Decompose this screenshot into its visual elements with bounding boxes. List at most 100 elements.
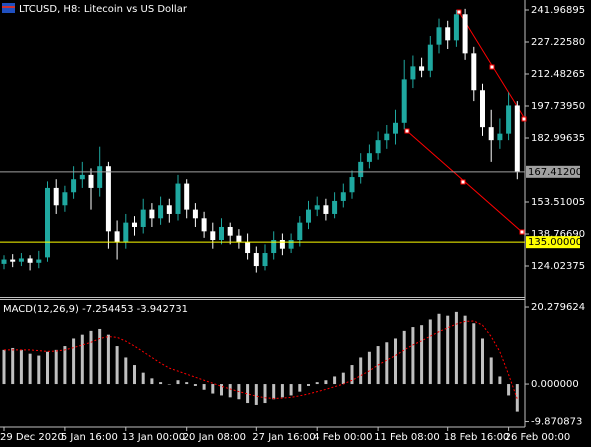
macd-bar bbox=[498, 376, 502, 385]
anchor-point bbox=[519, 229, 525, 235]
candle-body bbox=[245, 242, 251, 254]
macd-bar bbox=[28, 353, 32, 385]
candle-body bbox=[71, 179, 77, 193]
candle-body bbox=[27, 258, 33, 263]
macd-bar bbox=[141, 372, 145, 385]
macd-bar bbox=[193, 384, 197, 386]
macd-bar bbox=[350, 365, 354, 385]
y-tick-label: 124.02375 bbox=[531, 261, 585, 272]
candle-body bbox=[506, 105, 512, 134]
candle-body bbox=[271, 240, 277, 254]
candle-body bbox=[445, 27, 451, 41]
macd-bar bbox=[315, 382, 319, 385]
macd-bar bbox=[124, 357, 128, 385]
y-tick-label: 153.51005 bbox=[531, 197, 585, 208]
macd-bar bbox=[289, 384, 293, 396]
macd-bar bbox=[115, 346, 119, 385]
macd-bar bbox=[324, 380, 328, 385]
candle-body bbox=[88, 174, 94, 188]
macd-bar bbox=[211, 384, 215, 394]
macd-bar bbox=[106, 334, 110, 385]
price-label: 167.41200 bbox=[528, 167, 582, 178]
candle-body bbox=[262, 253, 268, 267]
anchor-point bbox=[404, 128, 410, 134]
macd-bar bbox=[298, 384, 302, 392]
x-tick-label: 5 Jan 16:00 bbox=[61, 432, 118, 443]
candle-body bbox=[427, 44, 433, 71]
candle-body bbox=[366, 153, 372, 162]
macd-bar bbox=[19, 349, 23, 385]
macd-bar bbox=[411, 327, 415, 385]
candle-body bbox=[219, 226, 224, 241]
candle-body bbox=[332, 200, 338, 214]
macd-bar bbox=[37, 355, 41, 385]
y-tick-label: 138.76690 bbox=[531, 229, 585, 240]
x-tick-label: 20 Jan 08:00 bbox=[183, 432, 246, 443]
y-tick-label: 241.96895 bbox=[531, 5, 585, 16]
y-tick-label: 197.73950 bbox=[531, 101, 585, 112]
x-tick-label: 18 Feb 16:00 bbox=[444, 432, 510, 443]
candle-body bbox=[306, 209, 311, 223]
price-label-box bbox=[526, 236, 580, 249]
macd-bar bbox=[367, 351, 371, 385]
y-tick-label: 212.48265 bbox=[531, 69, 585, 80]
macd-bar bbox=[254, 384, 258, 405]
chart-title: LTCUSD, H8: Litecoin vs US Dollar bbox=[19, 4, 188, 15]
candle-body bbox=[253, 253, 259, 267]
macd-bar bbox=[446, 315, 450, 385]
candle-body bbox=[340, 192, 346, 201]
candle-body bbox=[497, 133, 503, 141]
candle-body bbox=[18, 258, 24, 262]
candle-body bbox=[10, 259, 16, 262]
y-tick-label: 0.000000 bbox=[531, 379, 579, 390]
candle-body bbox=[462, 14, 468, 54]
candle-body bbox=[514, 105, 520, 172]
macd-bar bbox=[202, 384, 206, 390]
candle-body bbox=[419, 66, 425, 71]
price-label: 135.00000 bbox=[528, 237, 582, 248]
price-label-box bbox=[526, 165, 580, 178]
candle-body bbox=[149, 209, 155, 219]
candle-body bbox=[401, 79, 407, 123]
candle-body bbox=[192, 209, 198, 219]
candle-body bbox=[488, 127, 494, 141]
anchor-point bbox=[460, 179, 466, 185]
candle-body bbox=[349, 177, 355, 193]
macd-bar bbox=[159, 382, 163, 385]
macd-bar bbox=[437, 313, 441, 385]
macd-bar bbox=[89, 330, 93, 385]
macd-bar bbox=[46, 351, 49, 385]
macd-bar bbox=[402, 330, 406, 385]
macd-bar bbox=[98, 328, 102, 385]
y-tick-label: 227.22580 bbox=[531, 37, 585, 48]
macd-bar bbox=[72, 338, 76, 385]
y-tick-label: 20.279624 bbox=[531, 302, 585, 313]
candle-body bbox=[201, 218, 207, 232]
candle-body bbox=[314, 205, 320, 210]
candle-body bbox=[393, 122, 398, 134]
candle-body bbox=[114, 231, 120, 243]
candle-body bbox=[288, 240, 294, 249]
macd-bar bbox=[394, 338, 397, 385]
macd-bar bbox=[489, 357, 493, 385]
macd-bar bbox=[481, 338, 484, 385]
candle-body bbox=[158, 205, 164, 219]
macd-bar bbox=[246, 384, 250, 404]
macd-bar bbox=[359, 357, 363, 385]
candle-body bbox=[184, 183, 190, 210]
candle-body bbox=[97, 166, 103, 188]
macd-bar bbox=[228, 384, 232, 398]
macd-bar bbox=[185, 382, 189, 385]
macd-bar bbox=[307, 384, 310, 386]
y-tick-label: -9.870873 bbox=[531, 417, 582, 428]
macd-bar bbox=[272, 384, 276, 400]
candle-body bbox=[53, 187, 59, 206]
candle-body bbox=[436, 27, 442, 45]
anchor-point bbox=[521, 116, 527, 122]
candle-body bbox=[105, 166, 111, 232]
candle-body bbox=[227, 226, 233, 236]
candle-body bbox=[297, 222, 303, 241]
candle-body bbox=[79, 174, 85, 180]
candle-body bbox=[132, 222, 137, 227]
